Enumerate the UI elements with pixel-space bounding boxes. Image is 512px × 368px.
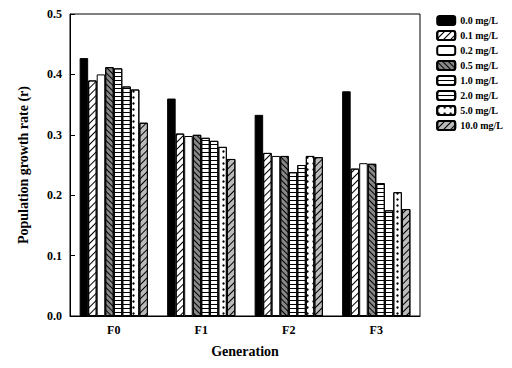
svg-text:0.2: 0.2 <box>47 188 62 202</box>
svg-text:0.0 mg/L: 0.0 mg/L <box>460 15 498 26</box>
svg-text:0.5: 0.5 <box>47 7 62 21</box>
svg-text:2.0 mg/L: 2.0 mg/L <box>460 90 498 101</box>
svg-text:F3: F3 <box>370 323 383 337</box>
svg-text:Population growth rate (r): Population growth rate (r) <box>16 86 32 244</box>
svg-text:Generation: Generation <box>211 344 279 359</box>
svg-text:0.0: 0.0 <box>47 309 62 323</box>
svg-text:0.4: 0.4 <box>47 67 62 81</box>
svg-text:1.0 mg/L: 1.0 mg/L <box>460 75 498 86</box>
svg-text:0.1: 0.1 <box>47 249 62 263</box>
svg-text:0.2 mg/L: 0.2 mg/L <box>460 45 498 56</box>
svg-text:0.5 mg/L: 0.5 mg/L <box>460 60 498 71</box>
svg-text:5.0 mg/L: 5.0 mg/L <box>460 105 498 116</box>
svg-text:0.3: 0.3 <box>47 128 62 142</box>
svg-text:F1: F1 <box>195 323 208 337</box>
svg-text:0.1 mg/L: 0.1 mg/L <box>460 30 498 41</box>
svg-text:10.0 mg/L: 10.0 mg/L <box>460 120 503 131</box>
svg-text:F2: F2 <box>282 323 295 337</box>
svg-text:F0: F0 <box>107 323 120 337</box>
